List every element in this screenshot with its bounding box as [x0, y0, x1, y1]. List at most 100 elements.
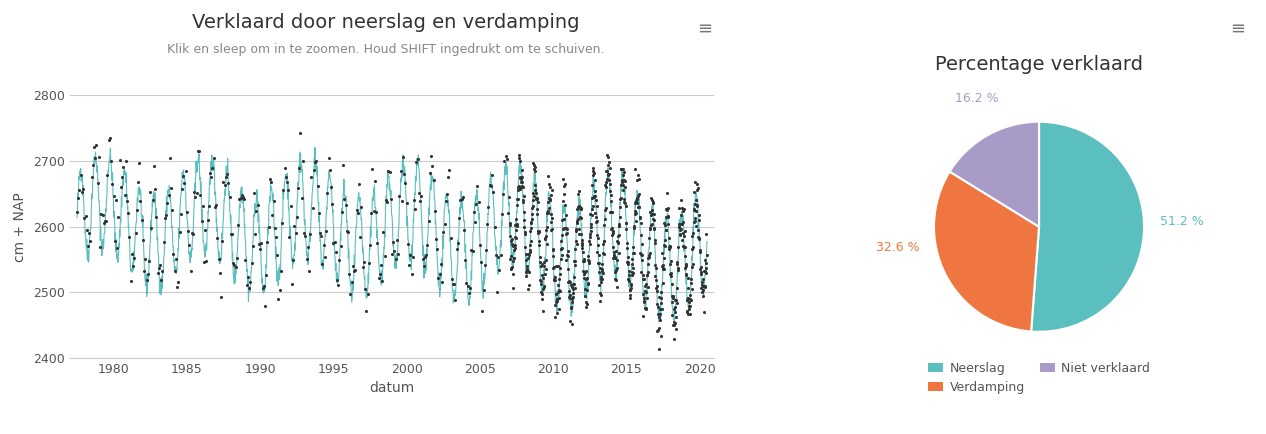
Point: [71, 171, 91, 178]
Point: [348, 210, 368, 217]
Point: [590, 278, 610, 285]
Point: [679, 306, 699, 312]
Point: [96, 218, 116, 225]
Point: [579, 257, 599, 264]
Point: [628, 204, 648, 211]
Point: [601, 225, 622, 232]
Point: [679, 274, 699, 281]
X-axis label: datum: datum: [370, 381, 415, 395]
Point: [533, 283, 553, 289]
Point: [418, 242, 438, 249]
Point: [655, 266, 675, 273]
Point: [304, 167, 324, 174]
Point: [444, 280, 465, 287]
Point: [676, 271, 696, 278]
Point: [579, 260, 599, 266]
Point: [596, 167, 617, 174]
Point: [180, 241, 200, 248]
Point: [511, 166, 532, 173]
Point: [606, 257, 627, 264]
Point: [525, 190, 546, 197]
Point: [558, 278, 579, 285]
Point: [615, 200, 636, 207]
Point: [81, 174, 101, 181]
Point: [139, 258, 160, 265]
Point: [614, 169, 634, 176]
Point: [415, 253, 436, 260]
Point: [271, 267, 291, 274]
Point: [146, 186, 166, 193]
Point: [553, 215, 573, 222]
Point: [637, 271, 657, 278]
Point: [260, 175, 280, 182]
Point: [558, 266, 579, 273]
Wedge shape: [934, 171, 1039, 332]
Point: [611, 182, 632, 189]
Point: [343, 262, 363, 269]
Point: [384, 239, 404, 246]
Point: [647, 282, 667, 289]
Point: [649, 316, 670, 323]
Point: [184, 188, 204, 195]
Point: [300, 230, 320, 237]
Point: [549, 270, 570, 277]
Point: [637, 304, 657, 311]
Point: [562, 284, 582, 291]
Point: [325, 248, 346, 255]
Point: [677, 295, 698, 302]
Point: [624, 210, 644, 217]
Point: [242, 260, 262, 266]
Point: [636, 282, 656, 289]
Point: [157, 199, 177, 206]
Point: [657, 189, 677, 196]
Point: [528, 227, 548, 234]
Point: [634, 297, 655, 304]
Point: [691, 263, 711, 270]
Point: [570, 225, 590, 232]
Point: [677, 311, 698, 318]
Point: [594, 241, 614, 248]
Point: [614, 196, 634, 203]
Point: [77, 227, 97, 233]
Point: [672, 221, 693, 228]
Point: [685, 201, 705, 208]
Point: [263, 197, 284, 204]
Point: [633, 313, 653, 320]
Point: [471, 258, 491, 265]
Point: [600, 181, 620, 187]
Point: [560, 278, 580, 285]
Point: [687, 185, 708, 192]
Point: [258, 223, 279, 230]
Point: [667, 258, 687, 265]
Point: [667, 299, 687, 306]
Point: [353, 259, 373, 266]
Point: [200, 169, 220, 176]
Point: [571, 237, 591, 243]
Point: [674, 206, 694, 213]
Point: [154, 214, 175, 221]
Point: [685, 217, 705, 224]
Point: [646, 264, 666, 271]
Point: [630, 250, 651, 257]
Point: [671, 226, 691, 233]
Point: [651, 306, 671, 312]
Point: [681, 264, 701, 271]
Point: [475, 262, 495, 269]
Point: [177, 209, 197, 216]
Point: [638, 260, 658, 267]
Point: [556, 230, 576, 237]
Point: [510, 186, 530, 193]
Point: [567, 206, 587, 213]
Point: [546, 298, 566, 305]
Point: [675, 253, 695, 260]
Point: [577, 279, 598, 286]
Point: [91, 210, 111, 217]
Point: [561, 321, 581, 328]
Point: [572, 240, 592, 247]
Point: [615, 220, 636, 227]
Point: [287, 184, 308, 191]
Point: [482, 172, 503, 179]
Point: [99, 137, 119, 144]
Point: [658, 204, 679, 211]
Point: [665, 297, 685, 304]
